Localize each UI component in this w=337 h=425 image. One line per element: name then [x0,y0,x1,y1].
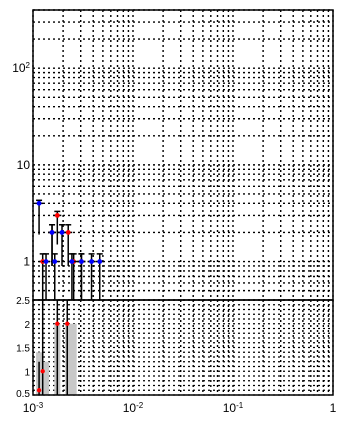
data-point [97,259,103,264]
x-tick-label: 1 [330,401,337,415]
ratio-y-tick-label: 2 [24,320,30,331]
uncertainty-band [65,323,72,395]
top-panel-grid [32,9,334,301]
data-point [54,213,60,218]
axes [32,9,334,396]
ratio-point [55,321,60,326]
ratio-point [40,369,45,374]
ratio-point [65,321,70,326]
data-point [89,259,94,264]
ratio-y-tick-label: 2.5 [16,296,30,307]
data-point [59,230,65,235]
data-point [36,200,42,206]
uncertainty-band [43,361,50,395]
ratio-y-tick-label: 0.5 [16,389,30,400]
ratio-panel-frame [32,299,334,396]
data-points [35,199,104,395]
data-point [52,259,58,264]
data-point [69,259,75,264]
y-tick-label: 10 [17,158,31,172]
ratio-y-tick-label: 1 [24,367,30,378]
data-point [79,259,84,264]
ratio-point [36,388,42,393]
uncertainty-band [70,323,77,395]
data-point [49,230,55,235]
data-point [65,230,71,235]
ratio-y-tick-label: 1.5 [16,344,30,355]
data-point [43,259,49,264]
y-tick-label: 1 [23,255,30,269]
ratio-panel-grid [32,299,334,396]
